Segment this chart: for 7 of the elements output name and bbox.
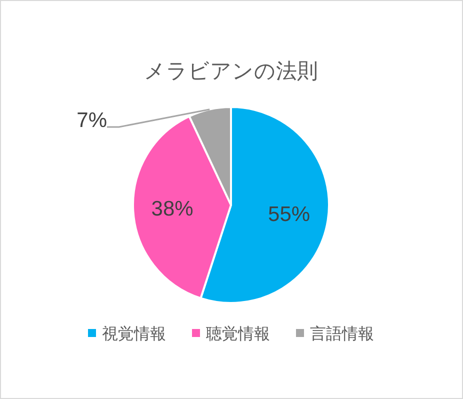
chart-title: メラビアンの法則 <box>144 60 318 83</box>
data-label: 55% <box>268 203 310 226</box>
legend-label: 言語情報 <box>310 325 374 343</box>
data-label: 7% <box>76 109 107 132</box>
legend-label: 視覚情報 <box>102 325 166 343</box>
data-label: 38% <box>151 198 194 221</box>
legend-label: 聴覚情報 <box>206 325 270 343</box>
